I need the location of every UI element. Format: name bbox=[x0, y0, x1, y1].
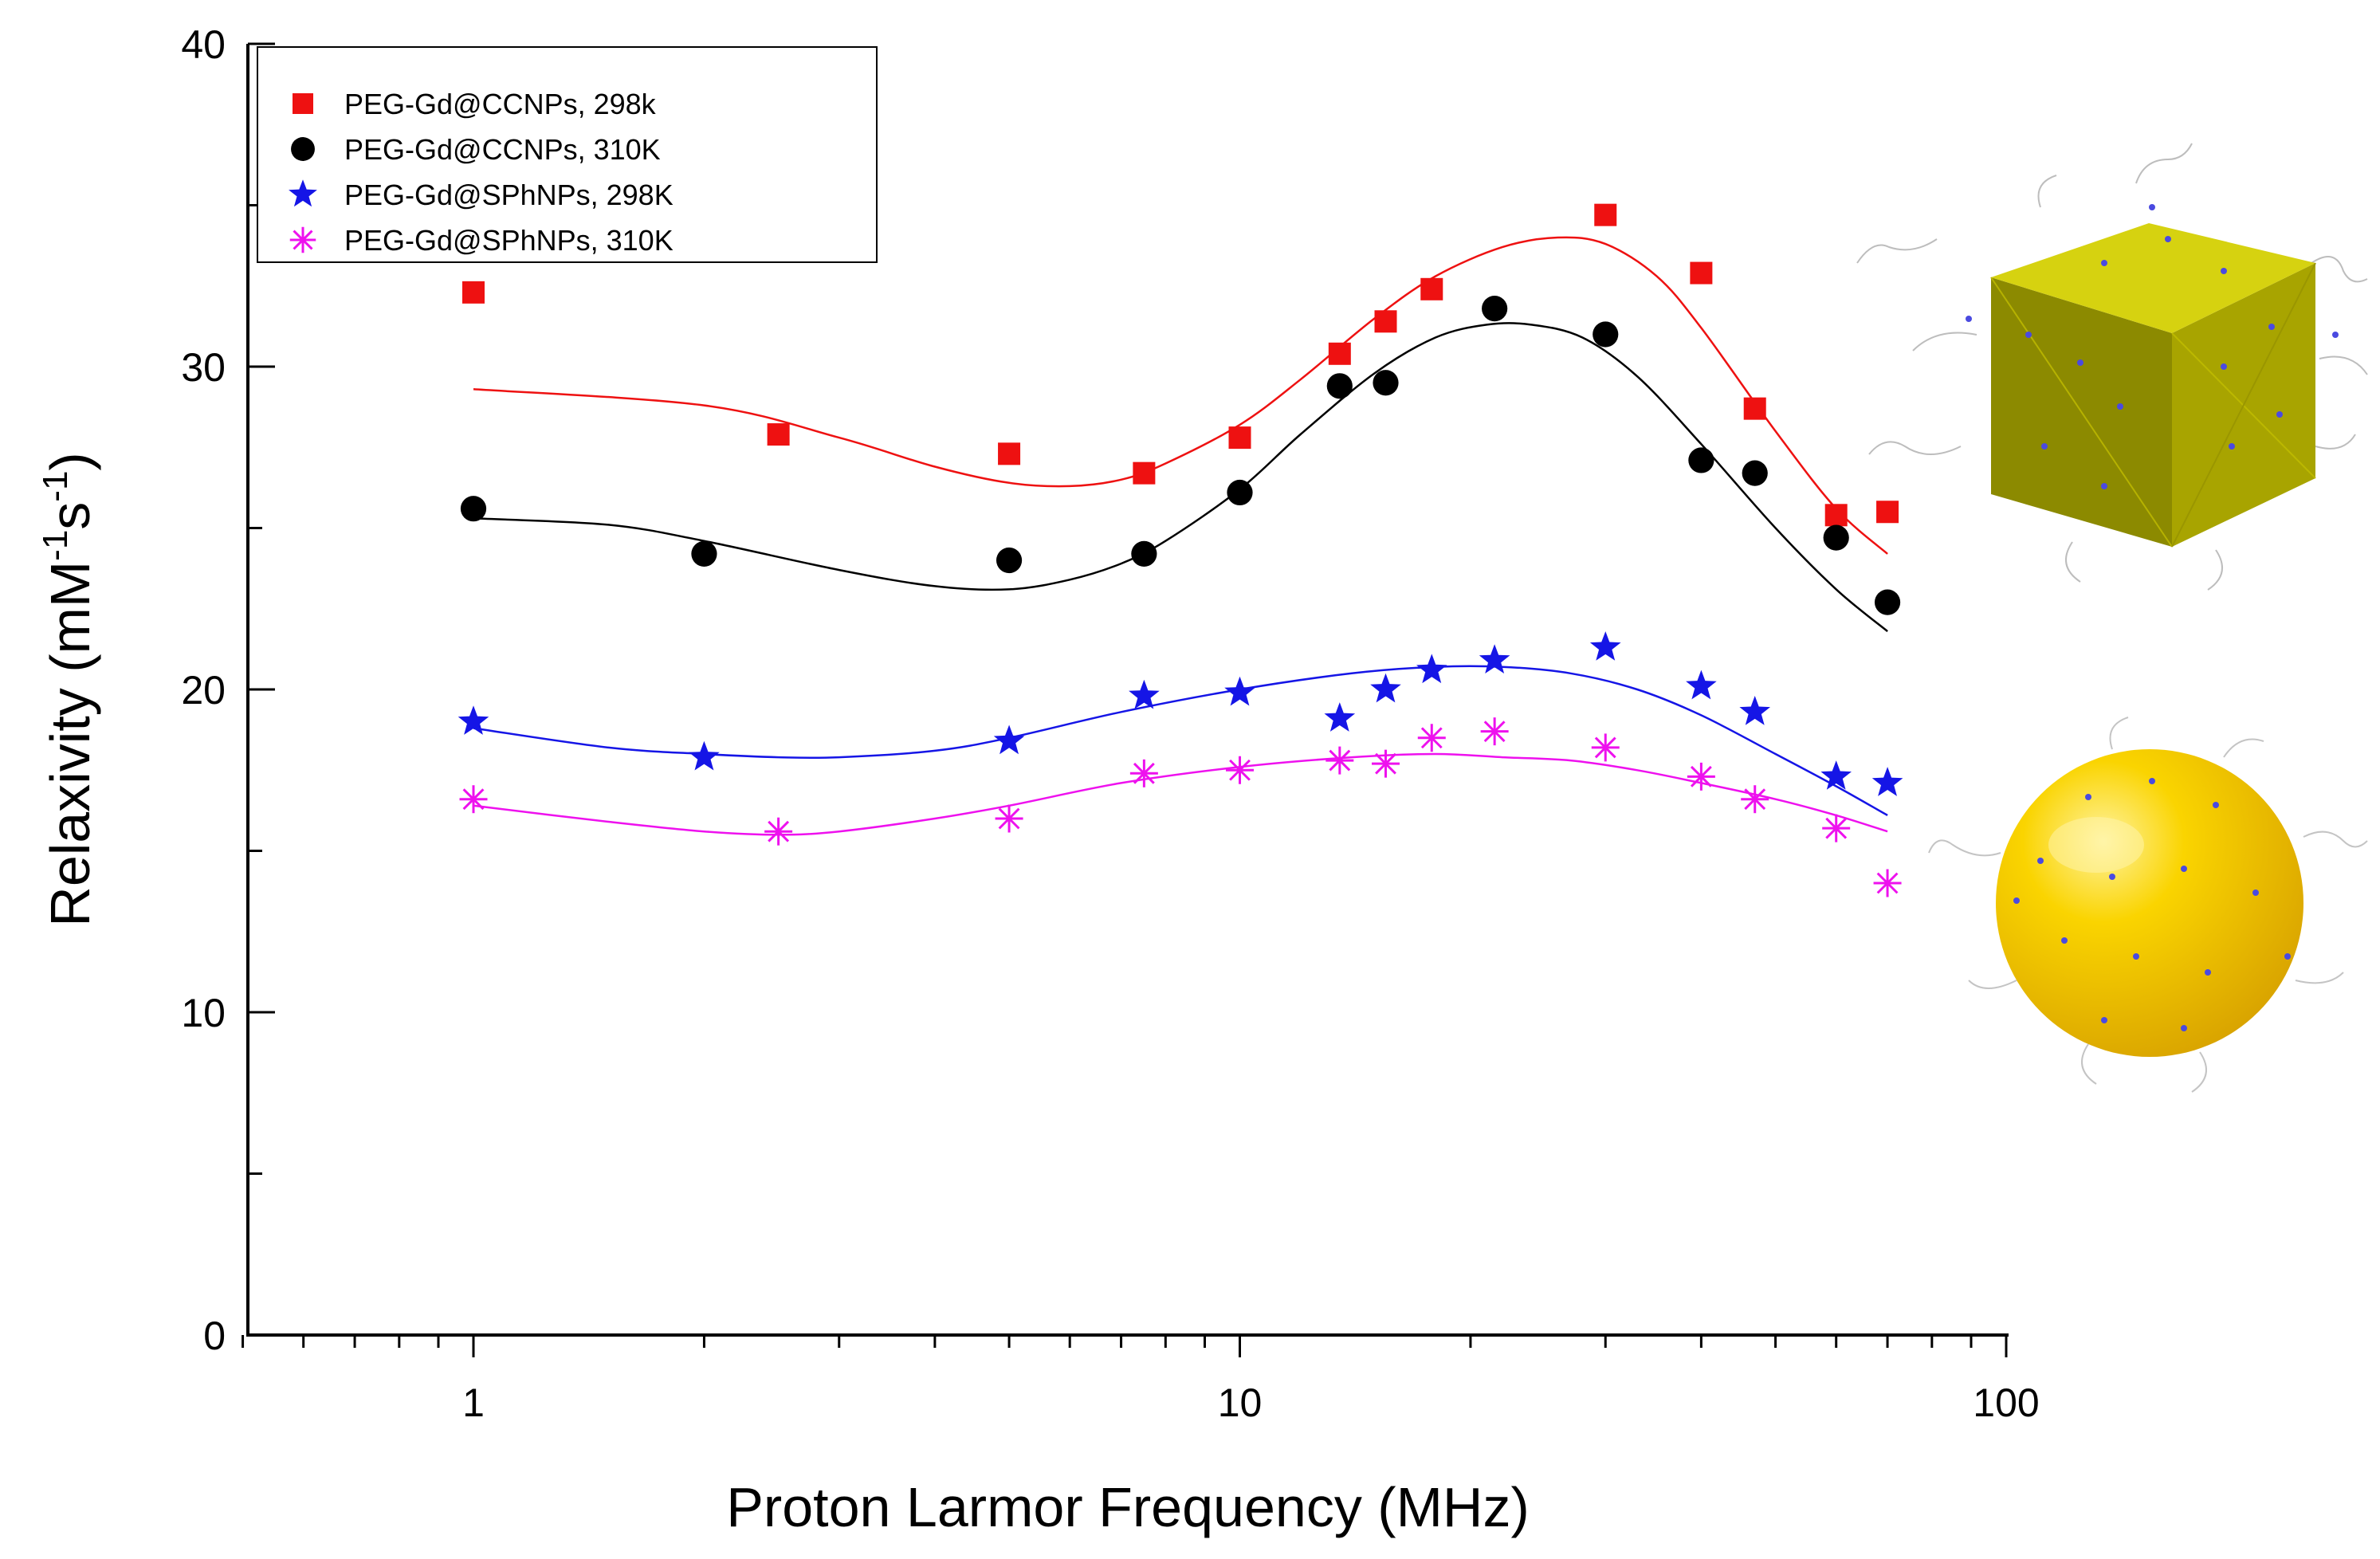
data-point bbox=[764, 817, 793, 846]
fit-curve-series-4 bbox=[473, 752, 1888, 836]
data-point bbox=[1822, 814, 1851, 842]
y-tick-label: 20 bbox=[181, 668, 226, 713]
data-point bbox=[1594, 203, 1617, 226]
data-point bbox=[1876, 501, 1899, 524]
y-axis-ticks: 0 10 20 30 40 bbox=[181, 22, 275, 1358]
series-2-markers bbox=[460, 296, 1901, 615]
data-point bbox=[458, 705, 489, 735]
sphere-nanoparticle-illustration bbox=[1928, 717, 2368, 1093]
data-point bbox=[691, 540, 717, 567]
data-point bbox=[1133, 461, 1156, 485]
data-point bbox=[1129, 679, 1160, 709]
data-point bbox=[1324, 702, 1356, 732]
data-point bbox=[1226, 756, 1254, 784]
fit-curves bbox=[473, 236, 1888, 836]
data-point bbox=[996, 547, 1023, 574]
y-axis-title: Relaxivity (mM-1s-1) bbox=[36, 452, 101, 926]
data-point bbox=[1824, 504, 1848, 527]
legend-label: PEG-Gd@CCNPs, 310K bbox=[344, 133, 661, 166]
legend-marker bbox=[291, 137, 315, 161]
legend-item-1: PEG-Gd@CCNPs, 298k bbox=[293, 88, 657, 120]
x-axis-ticks: 1 10 100 bbox=[242, 1335, 2040, 1425]
fit-curve-series-3 bbox=[473, 665, 1888, 816]
legend-item-4: PEG-Gd@SPhNPs, 310K bbox=[289, 224, 674, 257]
data-point bbox=[1328, 342, 1351, 365]
legend-label: PEG-Gd@SPhNPs, 298K bbox=[344, 179, 674, 211]
data-point bbox=[1370, 673, 1401, 703]
y-tick-label: 0 bbox=[203, 1314, 226, 1358]
legend: PEG-Gd@CCNPs, 298k PEG-Gd@CCNPs, 310K PEG-… bbox=[257, 46, 878, 263]
x-tick-label: 10 bbox=[1218, 1380, 1263, 1425]
data-point bbox=[1228, 426, 1251, 450]
data-point bbox=[1325, 746, 1354, 775]
cube-polymer-strands bbox=[1856, 143, 2368, 591]
x-tick-label: 100 bbox=[1973, 1380, 2039, 1425]
data-point bbox=[998, 442, 1021, 465]
x-tick-label: 1 bbox=[462, 1380, 485, 1425]
data-point bbox=[1687, 762, 1715, 791]
data-point bbox=[462, 281, 485, 304]
y-tick-label: 10 bbox=[181, 991, 226, 1035]
data-point bbox=[460, 496, 487, 522]
data-point bbox=[1873, 869, 1902, 897]
legend-box bbox=[257, 46, 878, 263]
data-point bbox=[1224, 676, 1255, 706]
legend-item-3: PEG-Gd@SPhNPs, 298K bbox=[289, 179, 674, 211]
data-point bbox=[1479, 644, 1510, 673]
legend-marker bbox=[289, 179, 317, 207]
data-point bbox=[1227, 479, 1253, 506]
data-point bbox=[1589, 631, 1621, 661]
cube-top-face bbox=[1991, 223, 2315, 333]
data-point bbox=[1593, 321, 1619, 348]
sphere-body bbox=[1996, 749, 2303, 1057]
y-tick-label: 30 bbox=[181, 345, 226, 390]
sphere-polymer-strands bbox=[1928, 717, 2368, 1093]
data-point bbox=[767, 423, 790, 446]
cube-nanoparticle-illustration bbox=[1856, 143, 2368, 591]
data-point bbox=[1482, 296, 1508, 322]
data-point bbox=[1739, 696, 1770, 725]
legend-label: PEG-Gd@SPhNPs, 310K bbox=[344, 224, 674, 257]
data-point bbox=[1417, 724, 1446, 752]
legend-marker bbox=[293, 93, 313, 114]
data-point bbox=[1480, 717, 1509, 746]
data-point bbox=[1871, 767, 1903, 796]
x-axis-title: Proton Larmor Frequency (MHz) bbox=[726, 1476, 1530, 1538]
series-4-markers bbox=[459, 717, 1902, 897]
data-point bbox=[1326, 373, 1353, 399]
data-point bbox=[1742, 460, 1768, 486]
data-point bbox=[1420, 277, 1443, 300]
fit-curve-series-1 bbox=[473, 236, 1888, 555]
data-point bbox=[459, 785, 488, 814]
legend-marker bbox=[289, 226, 316, 253]
data-point bbox=[1688, 447, 1714, 473]
data-point bbox=[1820, 760, 1852, 790]
legend-label: PEG-Gd@CCNPs, 298k bbox=[344, 88, 657, 120]
data-point bbox=[995, 804, 1023, 833]
series-3-markers bbox=[458, 631, 1903, 796]
data-point bbox=[993, 725, 1025, 755]
data-point bbox=[1131, 540, 1157, 567]
data-point bbox=[1823, 524, 1849, 551]
data-point bbox=[1874, 589, 1901, 615]
data-point bbox=[1686, 670, 1717, 700]
sphere-gd-complexes bbox=[2013, 778, 2291, 1031]
data-point bbox=[1690, 261, 1713, 285]
data-point bbox=[1741, 785, 1769, 814]
data-point bbox=[1743, 397, 1766, 420]
y-tick-label: 40 bbox=[181, 22, 226, 67]
fit-curve-series-2 bbox=[473, 322, 1888, 633]
series-1-markers bbox=[462, 203, 1899, 527]
data-points bbox=[458, 203, 1903, 897]
data-point bbox=[689, 740, 720, 771]
cube-gd-complexes bbox=[1966, 204, 2339, 489]
data-point bbox=[1591, 733, 1620, 762]
data-point bbox=[1416, 654, 1447, 684]
data-point bbox=[1374, 310, 1397, 333]
data-point bbox=[1372, 749, 1400, 778]
data-point bbox=[1129, 759, 1158, 787]
legend-item-2: PEG-Gd@CCNPs, 310K bbox=[291, 133, 661, 166]
data-point bbox=[1373, 370, 1399, 396]
